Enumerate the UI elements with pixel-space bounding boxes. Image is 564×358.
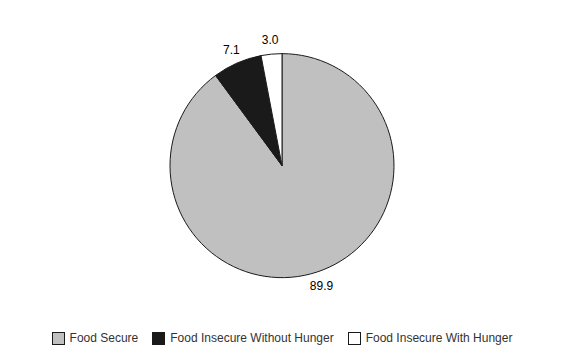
html-text:Food Secure: Food Secure <box>69 331 139 345</box>
svg-text:89.9: 89.9 <box>310 279 334 293</box>
html-text:Food Insecure With Hunger: Food Insecure With Hunger <box>365 331 513 345</box>
html-text:Food Insecure Without Hunger: Food Insecure Without Hunger <box>170 331 334 345</box>
svg-text:3.0: 3.0 <box>262 33 279 47</box>
svg-text:7.1: 7.1 <box>223 43 240 57</box>
